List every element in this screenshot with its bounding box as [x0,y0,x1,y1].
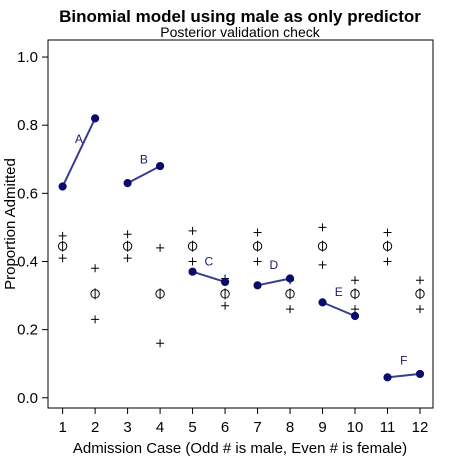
observed-point [123,179,132,188]
x-axis: 1 2 3 4 5 6 7 8 9 10 11 12 [58,408,428,436]
posterior-upper-point [318,223,327,232]
observed-data-layer: A B C D E F [58,114,425,382]
plot-frame [47,39,434,409]
posterior-upper-point [58,231,67,240]
observed-point [253,281,262,290]
observed-point [285,274,295,283]
posterior-lower-point [91,315,100,324]
y-tick-label: 0.2 [17,322,38,339]
posterior-upper-point [383,228,392,237]
observed-point [383,373,392,382]
observed-point [350,311,360,321]
observed-pair-line [322,301,356,317]
x-tick-label: 12 [412,419,429,436]
observed-point [220,277,230,287]
posterior-upper-point [156,243,165,252]
observed-pair-line [127,165,161,184]
observed-point [91,114,100,123]
observed-pair-line [61,117,97,187]
posterior-lower-point [286,305,295,314]
y-tick-label: 0.6 [17,185,38,202]
posterior-lower-point [318,260,327,269]
posterior-upper-point [188,226,197,235]
x-tick-label: 3 [123,419,131,436]
observed-pair-line [192,270,226,283]
observed-pair-line [387,372,421,379]
x-tick-label: 7 [253,419,261,436]
posterior-lower-point [156,339,165,348]
chart-title: Binomial model using male as only predic… [59,7,421,26]
posterior-lower-point [123,254,132,263]
department-label: C [204,254,213,268]
posterior-lower-point [58,254,67,263]
x-tick-label: 10 [347,419,364,436]
posterior-lower-point [253,257,262,266]
x-tick-label: 5 [188,419,196,436]
department-label: A [75,132,83,146]
x-tick-label: 4 [156,419,164,436]
x-tick-label: 6 [221,419,229,436]
department-label: E [335,285,343,299]
department-label: D [269,258,278,272]
y-tick-label: 0.4 [17,253,38,270]
department-label: B [140,152,148,166]
department-label: F [400,353,407,367]
observed-point [155,161,165,171]
posterior-upper-point [123,230,132,239]
x-tick-label: 1 [58,419,66,436]
posterior-interval-layer [57,223,425,348]
posterior-lower-point [416,305,425,314]
y-tick-label: 1.0 [17,49,38,66]
posterior-lower-point [221,301,230,310]
observed-point [188,267,197,276]
y-tick-label: 0.8 [17,117,38,134]
x-tick-label: 8 [286,419,294,436]
posterior-upper-point [253,228,262,237]
posterior-lower-point [351,305,360,314]
observed-point [318,298,327,307]
observed-point [415,369,425,379]
posterior-upper-point [91,264,100,273]
posterior-lower-point [383,257,392,266]
posterior-upper-point [416,276,425,285]
x-tick-label: 9 [318,419,326,436]
x-tick-label: 2 [91,419,99,436]
y-tick-label: 0.0 [17,390,38,407]
posterior-upper-point [351,276,360,285]
y-axis: 0.0 0.2 0.4 0.6 0.8 1.0 [17,49,48,407]
y-axis-label: Proportion Admitted [2,158,19,290]
observed-point [58,182,67,191]
posterior-lower-point [188,257,197,266]
x-axis-label: Admission Case (Odd # is male, Even # is… [73,440,407,457]
x-tick-label: 11 [380,419,396,436]
chart-subtitle: Posterior validation check [160,24,321,40]
observed-pair-line [257,277,291,287]
